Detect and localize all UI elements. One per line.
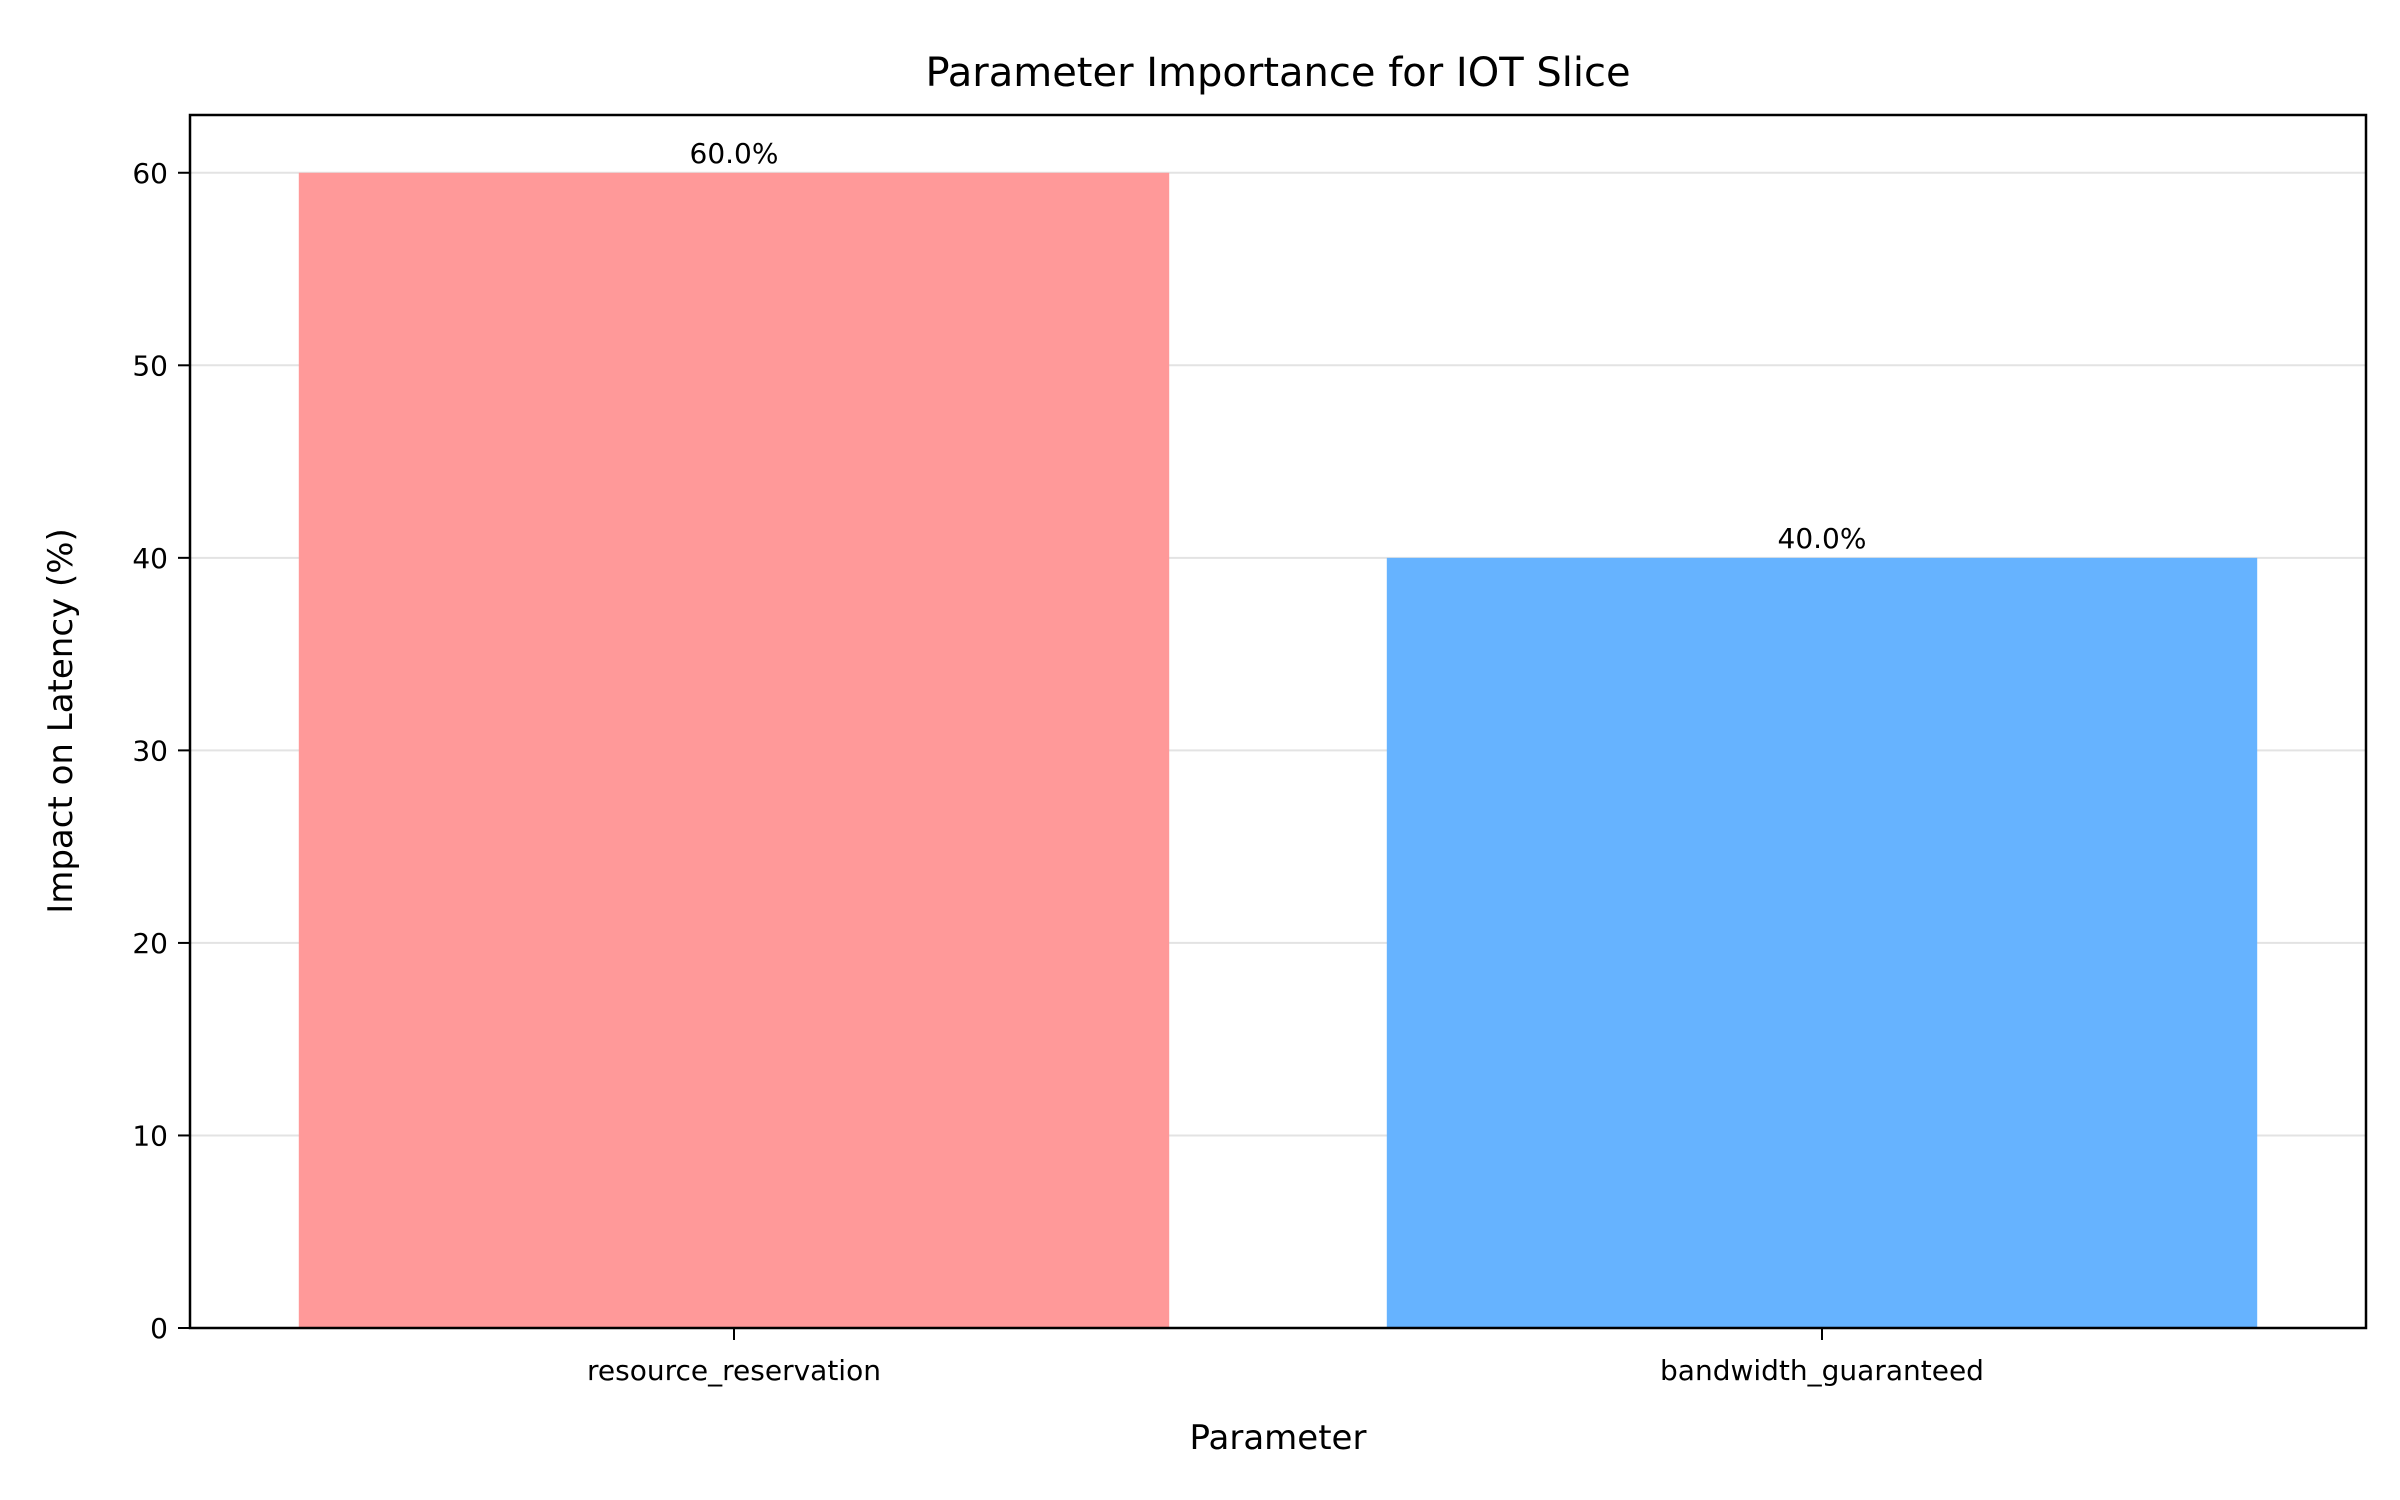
x-tick-label: bandwidth_guaranteed [1660,1354,1984,1387]
bars [298,172,2258,1328]
y-axis-label: Impact on Latency (%) [41,528,81,914]
x-axis-label: Parameter [1190,1418,1367,1458]
y-tick-label: 50 [132,349,168,382]
bar-value-label: 40.0% [1778,522,1867,555]
x-axis-ticks: resource_reservation bandwidth_guaranteed [587,1328,1984,1387]
plot-frame [188,113,2368,1330]
bar-resource_reservation [298,172,1170,1328]
y-axis-ticks: 0 10 20 30 40 50 60 [132,157,190,1345]
bar-value-label: 60.0% [690,137,779,170]
y-tick-label: 20 [132,927,168,960]
y-tick-label: 30 [132,734,168,767]
x-tick-label: resource_reservation [587,1354,881,1387]
bar-value-labels: 60.0% 40.0% [690,137,1867,555]
y-tick-label: 0 [150,1312,168,1345]
bar-bandwidth_guaranteed [1386,557,2258,1328]
y-tick-label: 10 [132,1119,168,1152]
y-tick-label: 60 [132,157,168,190]
y-tick-label: 40 [132,542,168,575]
chart-title: Parameter Importance for IOT Slice [925,50,1630,96]
